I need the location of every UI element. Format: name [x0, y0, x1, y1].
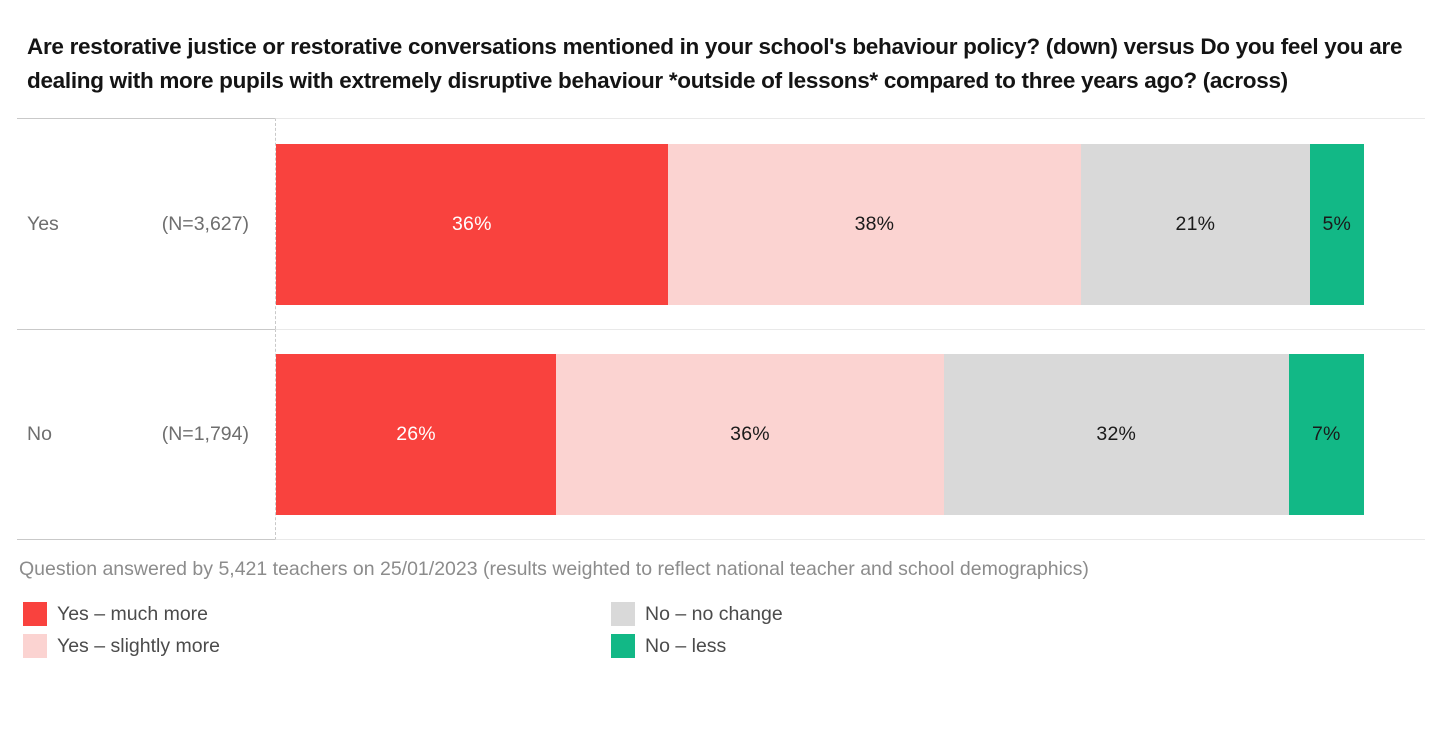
- legend-swatch-icon: [611, 602, 635, 626]
- bar-value-label: 7%: [1312, 423, 1341, 445]
- row-plot-area: 36% 38% 21% 5%: [275, 118, 1425, 329]
- legend-swatch-icon: [23, 634, 47, 658]
- row-label-cell: Yes (N=3,627): [17, 118, 275, 329]
- legend-item: No – less: [611, 634, 783, 658]
- row-label-cell: No (N=1,794): [17, 329, 275, 540]
- bar-segment: 5%: [1309, 143, 1365, 305]
- bar-value-label: 26%: [396, 423, 436, 445]
- bar-value-label: 32%: [1096, 423, 1137, 445]
- bar-segment: 32%: [943, 354, 1289, 515]
- bar-value-label: 38%: [854, 212, 895, 235]
- row-plot-area: 26% 36% 32% 7%: [275, 329, 1425, 540]
- chart-legend: Yes – much more Yes – slightly more No – n…: [23, 602, 1425, 658]
- chart-rows: Yes (N=3,627) 36% 38% 21% 5% No (N=1,794) 26% 36%…: [17, 118, 1425, 540]
- bar-segment: 21%: [1081, 143, 1310, 305]
- bar-value-label: 21%: [1175, 212, 1216, 235]
- bar-segment: 36%: [556, 354, 944, 515]
- bar-value-label: 5%: [1322, 212, 1352, 235]
- legend-item: No – no change: [611, 602, 783, 626]
- chart-title: Are restorative justice or restorative c…: [27, 34, 1403, 93]
- bar-value-label: 36%: [452, 212, 492, 235]
- stacked-bar-chart: Yes (N=3,627) 36% 38% 21% 5% No (N=1,794) 26% 36%…: [17, 118, 1425, 540]
- chart-row-no: No (N=1,794) 26% 36% 32% 7%: [17, 329, 1425, 540]
- stacked-bar: 26% 36% 32% 7%: [276, 354, 1364, 515]
- legend-item-label: Yes – much more: [57, 602, 209, 625]
- legend-item-label: Yes – slightly more: [57, 634, 220, 657]
- bar-segment: 38%: [667, 143, 1082, 305]
- chart-row-yes: Yes (N=3,627) 36% 38% 21% 5%: [17, 118, 1425, 329]
- row-sample-size: (N=1,794): [161, 423, 249, 445]
- legend-item-label: No – no change: [645, 602, 783, 625]
- legend-item-label: No – less: [645, 634, 727, 657]
- row-category-label: No: [27, 423, 52, 445]
- legend-column: Yes – much more Yes – slightly more: [23, 602, 611, 658]
- bar-segment: 7%: [1288, 354, 1364, 515]
- legend-swatch-icon: [611, 634, 635, 658]
- chart-page: Are restorative justice or restorative c…: [0, 30, 1440, 658]
- bar-value-label: 36%: [730, 423, 770, 445]
- bar-segment: 26%: [276, 354, 557, 515]
- legend-item: Yes – much more: [23, 602, 611, 626]
- stacked-bar: 36% 38% 21% 5%: [276, 143, 1365, 305]
- legend-swatch-icon: [23, 602, 47, 626]
- bar-segment: 36%: [276, 143, 668, 305]
- legend-item: Yes – slightly more: [23, 634, 611, 658]
- row-category-label: Yes: [27, 212, 59, 235]
- row-sample-size: (N=3,627): [161, 212, 249, 235]
- footer-note: Question answered by 5,421 teachers on 2…: [19, 558, 1089, 580]
- legend-column: No – no change No – less: [611, 602, 783, 658]
